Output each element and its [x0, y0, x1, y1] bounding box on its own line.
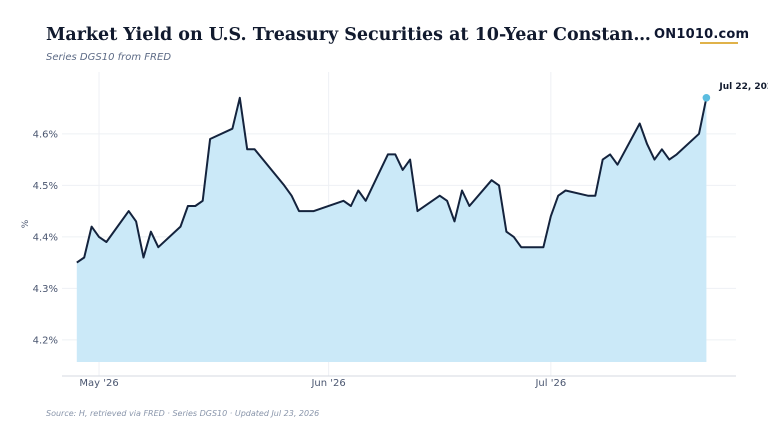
chart-subtitle: Series DGS10 from FRED	[46, 52, 172, 63]
source-footer: Source: H, retrieved via FRED · Series D…	[46, 409, 320, 418]
y-tick-label: 4.5%	[33, 181, 58, 192]
y-tick-label: 4.4%	[33, 232, 58, 243]
brand-logo[interactable]: ON1010.com	[654, 27, 750, 42]
y-tick-label: 4.2%	[33, 335, 58, 346]
end-point-label: Jul 22, 2026	[718, 82, 768, 92]
x-tick-label: Jun '26	[310, 378, 345, 389]
end-point-marker[interactable]	[702, 93, 711, 102]
area-fill	[76, 97, 707, 363]
x-tick-label: May '26	[79, 378, 118, 389]
brand-underline	[700, 42, 738, 44]
y-axis-label: %	[21, 219, 31, 228]
chart-area: 4.2% 4.3% 4.4% 4.5% 4.6% May '26 Jun '26 Jul '…	[21, 72, 768, 389]
x-tick-label: Jul '26	[534, 378, 566, 389]
y-axis: 4.2% 4.3% 4.4% 4.5% 4.6%	[33, 129, 58, 346]
x-axis: May '26 Jun '26 Jul '26	[79, 378, 566, 389]
series-line	[76, 96, 708, 264]
y-tick-label: 4.6%	[33, 129, 58, 140]
y-tick-label: 4.3%	[33, 284, 58, 295]
